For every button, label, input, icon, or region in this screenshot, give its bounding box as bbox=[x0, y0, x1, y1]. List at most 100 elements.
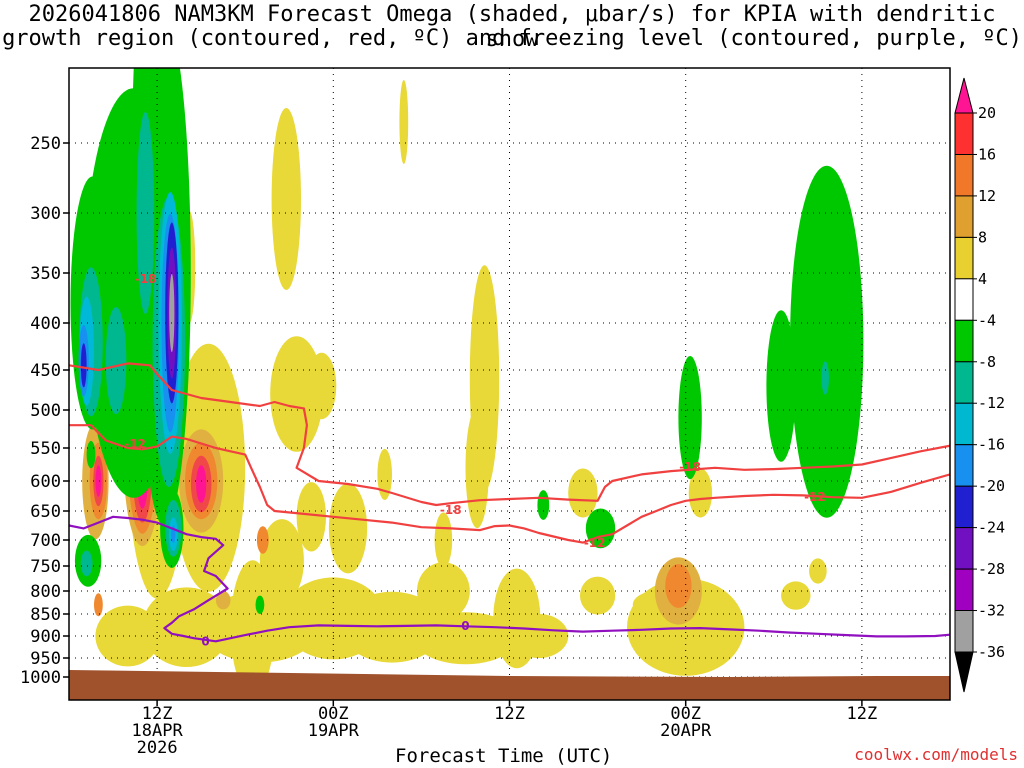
y-tick-label: 350 bbox=[30, 264, 61, 284]
omega-shade-blob bbox=[169, 273, 175, 353]
colorbar-label: 16 bbox=[978, 145, 996, 163]
colorbar-label: -36 bbox=[978, 643, 1005, 661]
colorbar-swatch bbox=[954, 527, 974, 570]
x-tick-label: 00Z bbox=[318, 704, 349, 724]
omega-shading-layer bbox=[70, 68, 864, 695]
freezing-level-contour bbox=[69, 515, 950, 643]
omega-shade-blob bbox=[678, 356, 702, 480]
chart-title-line-1: 2026041806 NAM3KM Forecast Omega (shaded… bbox=[28, 2, 996, 52]
omega-shade-blob bbox=[465, 407, 489, 529]
omega-shade-blob bbox=[136, 112, 155, 314]
credit-text[interactable]: coolwx.com/models bbox=[854, 745, 1018, 764]
y-tick-label: 700 bbox=[30, 531, 61, 551]
y-tick-label: 300 bbox=[30, 204, 61, 224]
omega-shade-blob bbox=[296, 482, 326, 552]
omega-shade-blob bbox=[142, 587, 231, 667]
colorbar-label: -28 bbox=[978, 560, 1005, 578]
omega-shade-blob bbox=[688, 468, 713, 518]
dgz-minus12-contour-label: -12 bbox=[804, 490, 826, 504]
colorbar-label: 12 bbox=[978, 187, 996, 205]
omega-shade-blob bbox=[417, 562, 470, 620]
omega-shade-blob bbox=[256, 526, 269, 554]
y-tick-label: 500 bbox=[30, 401, 61, 421]
colorbar-swatch bbox=[954, 568, 974, 612]
y-tick-label: 950 bbox=[30, 649, 61, 669]
x-tick-label: 2026 bbox=[137, 738, 178, 758]
omega-shade-blob bbox=[665, 564, 692, 608]
x-tick-label: 12Z bbox=[847, 704, 878, 724]
y-tick-label: 850 bbox=[30, 605, 61, 625]
contour-layer: -18 -18 -18 -12 -12 -12 0 0 bbox=[69, 272, 950, 648]
dgz-minus12-contour bbox=[69, 424, 950, 544]
colorbar-swatch bbox=[954, 485, 974, 529]
omega-shade-blob bbox=[399, 80, 409, 164]
colorbar-label: -12 bbox=[978, 394, 1005, 412]
omega-shade-blob bbox=[434, 512, 453, 568]
omega-shade-blob bbox=[377, 448, 393, 500]
colorbar-swatch bbox=[954, 402, 974, 446]
colorbar-swatch bbox=[954, 112, 974, 155]
omega-shade-blob bbox=[95, 465, 102, 497]
omega-shade-blob bbox=[821, 361, 829, 395]
omega-shade-blob bbox=[580, 576, 616, 615]
y-tick-label: 400 bbox=[30, 314, 61, 334]
dgz-minus18-contour-label: -18 bbox=[679, 460, 701, 474]
omega-shade-blob bbox=[809, 558, 827, 584]
omega-shade-blob bbox=[271, 108, 301, 290]
omega-shade-blob bbox=[215, 591, 231, 610]
colorbar-swatch bbox=[954, 361, 974, 404]
omega-shade-blob bbox=[790, 165, 864, 518]
omega-shade-blob bbox=[509, 614, 569, 658]
colorbar-swatch bbox=[954, 278, 974, 321]
omega-shade-blob bbox=[196, 465, 207, 503]
x-tick-label: 12Z bbox=[494, 704, 525, 724]
omega-shade-blob bbox=[94, 593, 103, 617]
colorbar-swatch bbox=[954, 195, 974, 238]
colorbar-swatch bbox=[954, 319, 974, 363]
x-axis-label: Forecast Time (UTC) bbox=[395, 745, 613, 767]
chart-title-line-2: growth region (contoured, red, ºC) and f… bbox=[2, 26, 1022, 51]
dgz-minus12-contour-label: -12 bbox=[124, 437, 146, 451]
colorbar-label: -4 bbox=[978, 311, 996, 329]
colorbar-label: -32 bbox=[978, 602, 1005, 620]
colorbar-label: -24 bbox=[978, 519, 1005, 537]
dgz-minus12-contour-label: -12 bbox=[584, 536, 606, 550]
colorbar-swatch bbox=[954, 444, 974, 487]
colorbar-label: 4 bbox=[978, 270, 987, 288]
colorbar-label: 8 bbox=[978, 228, 987, 246]
colorbar-bottom-arrow bbox=[954, 651, 974, 693]
y-tick-label: 450 bbox=[30, 361, 61, 381]
omega-shade-blob bbox=[537, 490, 550, 520]
dgz-minus18-contour-label: -18 bbox=[440, 503, 462, 517]
colorbar-label: -20 bbox=[978, 477, 1005, 495]
omega-shade-blob bbox=[86, 440, 96, 469]
omega-shade-blob bbox=[80, 550, 93, 577]
omega-shade-blob bbox=[105, 307, 127, 415]
omega-shade-blob bbox=[80, 343, 87, 388]
colorbar: 20 16 12 8 4 -4 -8 -12 -16 -20 -24 -28 -32 -36 bbox=[954, 77, 1005, 693]
y-tick-label: 550 bbox=[30, 439, 61, 459]
y-tick-label: 750 bbox=[30, 557, 61, 577]
omega-shade-blob bbox=[328, 483, 368, 574]
colorbar-label: -8 bbox=[978, 353, 996, 371]
x-tick-label: 19APR bbox=[308, 721, 360, 741]
omega-shade-blob bbox=[766, 310, 796, 462]
colorbar-label: -16 bbox=[978, 436, 1005, 454]
omega-shade-blob bbox=[270, 336, 323, 452]
x-tick-label: 12Z bbox=[142, 704, 173, 724]
x-tick-label: 00Z bbox=[670, 704, 701, 724]
y-tick-label: 1000 bbox=[20, 668, 61, 688]
colorbar-swatch bbox=[954, 610, 974, 653]
x-tick-label: 20APR bbox=[660, 721, 712, 741]
y-tick-label: 250 bbox=[30, 134, 61, 154]
omega-shade-blob bbox=[146, 68, 168, 115]
axis-layer: 2503003504004505005506006507007508008509… bbox=[20, 134, 877, 758]
y-tick-label: 900 bbox=[30, 627, 61, 647]
colorbar-swatch bbox=[954, 236, 974, 280]
colorbar-swatch bbox=[954, 154, 974, 197]
y-tick-label: 600 bbox=[30, 472, 61, 492]
dgz-minus18-contour-label: -18 bbox=[135, 272, 157, 286]
terrain-layer bbox=[69, 670, 950, 700]
freezing-level-contour-label: 0 bbox=[461, 619, 469, 633]
